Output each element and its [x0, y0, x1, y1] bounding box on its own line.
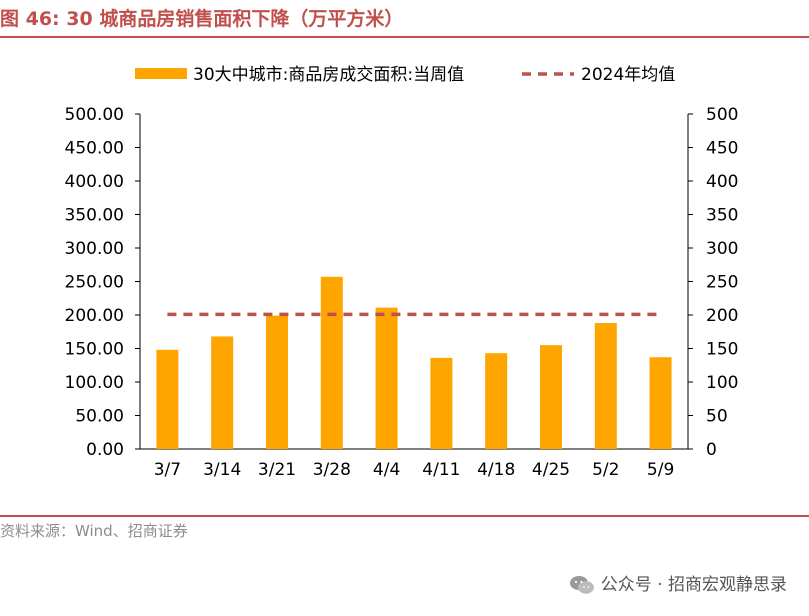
bar-series	[156, 276, 672, 449]
left-y-tick-label: 100.00	[65, 373, 124, 393]
left-y-tick-label: 400.00	[65, 172, 124, 192]
chart-legend: 30大中城市:商品房成交面积:当周值 2024年均值	[135, 65, 675, 85]
footer-divider	[0, 515, 809, 517]
bar-4/18	[485, 353, 508, 449]
right-y-tick-label: 400	[706, 172, 738, 192]
bar-5/2	[594, 323, 617, 449]
right-y-tick-label: 150	[706, 340, 738, 360]
right-y-tick-label: 300	[706, 239, 738, 259]
right-y-tick-label: 100	[706, 373, 738, 393]
right-y-tick-label: 50	[706, 407, 728, 427]
left-y-tick-label: 50.00	[75, 407, 124, 427]
title-divider	[0, 36, 809, 38]
bar-chart: 30大中城市:商品房成交面积:当周值 2024年均值 0.00 50.00 100.…	[65, 65, 739, 480]
watermark: 公众号 · 招商宏观静思录	[569, 572, 787, 598]
bar-3/21	[266, 315, 288, 449]
right-y-tick-label: 200	[706, 306, 738, 326]
x-tick-label: 5/2	[592, 460, 619, 480]
bar-3/28	[320, 276, 343, 449]
bar-4/25	[540, 345, 562, 449]
left-y-tick-label: 0.00	[86, 440, 124, 460]
x-tick-label: 4/11	[422, 460, 460, 480]
left-y-tick-label: 300.00	[65, 239, 124, 259]
left-y-tick-label: 250.00	[65, 273, 124, 293]
right-y-tick-label: 0	[706, 440, 717, 460]
x-tick-labels: 3/7 3/14 3/21 3/28 4/4 4/11 4/18 4/25 5/2 5/9	[154, 460, 675, 480]
bar-4/11	[430, 357, 453, 449]
x-tick-label: 4/18	[477, 460, 515, 480]
x-tick-label: 3/28	[313, 460, 351, 480]
x-tick-label: 3/21	[258, 460, 296, 480]
legend-bar-swatch	[135, 68, 187, 79]
right-y-tick-label: 450	[706, 139, 738, 159]
legend-bar-label: 30大中城市:商品房成交面积:当周值	[193, 65, 464, 85]
left-y-ticks: 0.00 50.00 100.00 150.00 200.00 250.00 300.00 3…	[65, 105, 140, 460]
x-tick-label: 4/4	[373, 460, 400, 480]
left-y-tick-label: 450.00	[65, 139, 124, 159]
legend-line-label: 2024年均值	[581, 65, 675, 85]
right-y-tick-label: 350	[706, 206, 738, 226]
wechat-icon	[569, 576, 594, 594]
bar-3/14	[211, 336, 234, 449]
x-tick-label: 3/14	[203, 460, 241, 480]
right-y-tick-label: 500	[706, 105, 738, 125]
left-y-tick-label: 150.00	[65, 340, 124, 360]
right-y-ticks: 0 50 100 150 200 250 300 350 400 450 500	[688, 105, 738, 460]
left-y-tick-label: 200.00	[65, 306, 124, 326]
x-tick-label: 3/7	[154, 460, 181, 480]
bar-4/4	[375, 307, 398, 449]
source-note: 资料来源：Wind、招商证券	[0, 522, 188, 540]
left-y-tick-label: 350.00	[65, 206, 124, 226]
left-y-tick-label: 500.00	[65, 105, 124, 125]
bar-5/9	[649, 357, 672, 449]
x-tick-label: 5/9	[647, 460, 674, 480]
watermark-text: 公众号 · 招商宏观静思录	[600, 575, 787, 595]
bar-3/7	[156, 349, 179, 449]
right-y-tick-label: 250	[706, 273, 738, 293]
x-tick-label: 4/25	[532, 460, 570, 480]
chart-title: 图 46: 30 城商品房销售面积下降（万平方米）	[0, 8, 404, 30]
